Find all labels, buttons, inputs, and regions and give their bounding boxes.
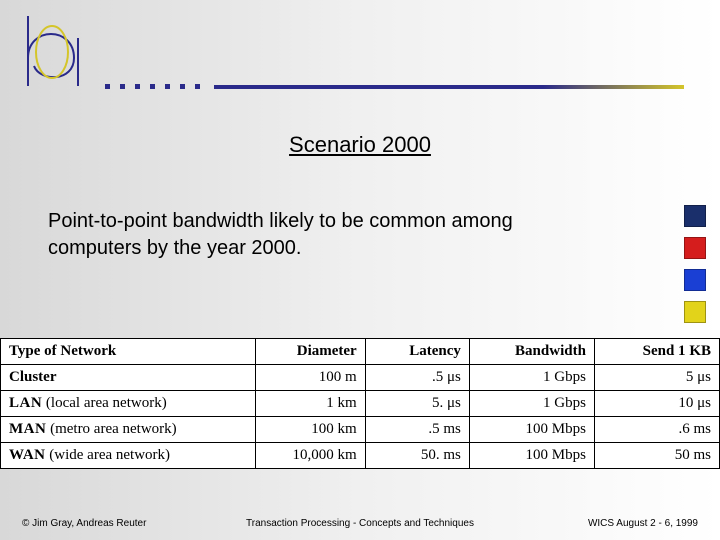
slide-logo xyxy=(16,8,106,88)
cell-type: WAN (wide area network) xyxy=(1,443,256,469)
slide-body-text: Point-to-point bandwidth likely to be co… xyxy=(48,208,610,262)
accent-square xyxy=(684,269,706,291)
cell-diameter: 10,000 km xyxy=(256,443,365,469)
cell-diameter: 100 m xyxy=(256,365,365,391)
cell-send1kb: .6 ms xyxy=(594,417,719,443)
col-header-send1kb: Send 1 KB xyxy=(594,339,719,365)
cell-type: LAN (local area network) xyxy=(1,391,256,417)
cell-type: Cluster xyxy=(1,365,256,391)
col-header-latency: Latency xyxy=(365,339,469,365)
cell-latency: 50. ms xyxy=(365,443,469,469)
table-row: MAN (metro area network) 100 km .5 ms 10… xyxy=(1,417,720,443)
cell-send1kb: 50 ms xyxy=(594,443,719,469)
cell-send1kb: 10 μs xyxy=(594,391,719,417)
cell-bandwidth: 1 Gbps xyxy=(469,365,594,391)
cell-send1kb: 5 μs xyxy=(594,365,719,391)
network-table-container: Type of Network Diameter Latency Bandwid… xyxy=(0,338,720,469)
cell-bandwidth: 100 Mbps xyxy=(469,443,594,469)
network-table: Type of Network Diameter Latency Bandwid… xyxy=(0,338,720,469)
table-row: WAN (wide area network) 10,000 km 50. ms… xyxy=(1,443,720,469)
cell-bandwidth: 1 Gbps xyxy=(469,391,594,417)
col-header-diameter: Diameter xyxy=(256,339,365,365)
cell-diameter: 100 km xyxy=(256,417,365,443)
cell-latency: .5 μs xyxy=(365,365,469,391)
table-row: Cluster 100 m .5 μs 1 Gbps 5 μs xyxy=(1,365,720,391)
accent-square xyxy=(684,205,706,227)
col-header-bandwidth: Bandwidth xyxy=(469,339,594,365)
cell-bandwidth: 100 Mbps xyxy=(469,417,594,443)
footer-right: WICS August 2 - 6, 1999 xyxy=(588,518,698,529)
cell-latency: 5. μs xyxy=(365,391,469,417)
table-row: LAN (local area network) 1 km 5. μs 1 Gb… xyxy=(1,391,720,417)
rule-line xyxy=(214,85,684,89)
cell-type: MAN (metro area network) xyxy=(1,417,256,443)
slide-title: Scenario 2000 xyxy=(0,132,720,158)
accent-squares xyxy=(684,205,708,333)
cell-diameter: 1 km xyxy=(256,391,365,417)
col-header-type: Type of Network xyxy=(1,339,256,365)
table-header-row: Type of Network Diameter Latency Bandwid… xyxy=(1,339,720,365)
accent-square xyxy=(684,237,706,259)
rule-dots xyxy=(105,78,210,96)
logo-svg xyxy=(16,8,106,88)
header-rule xyxy=(105,78,700,94)
cell-latency: .5 ms xyxy=(365,417,469,443)
table-body: Cluster 100 m .5 μs 1 Gbps 5 μs LAN (loc… xyxy=(1,365,720,469)
accent-square xyxy=(684,301,706,323)
